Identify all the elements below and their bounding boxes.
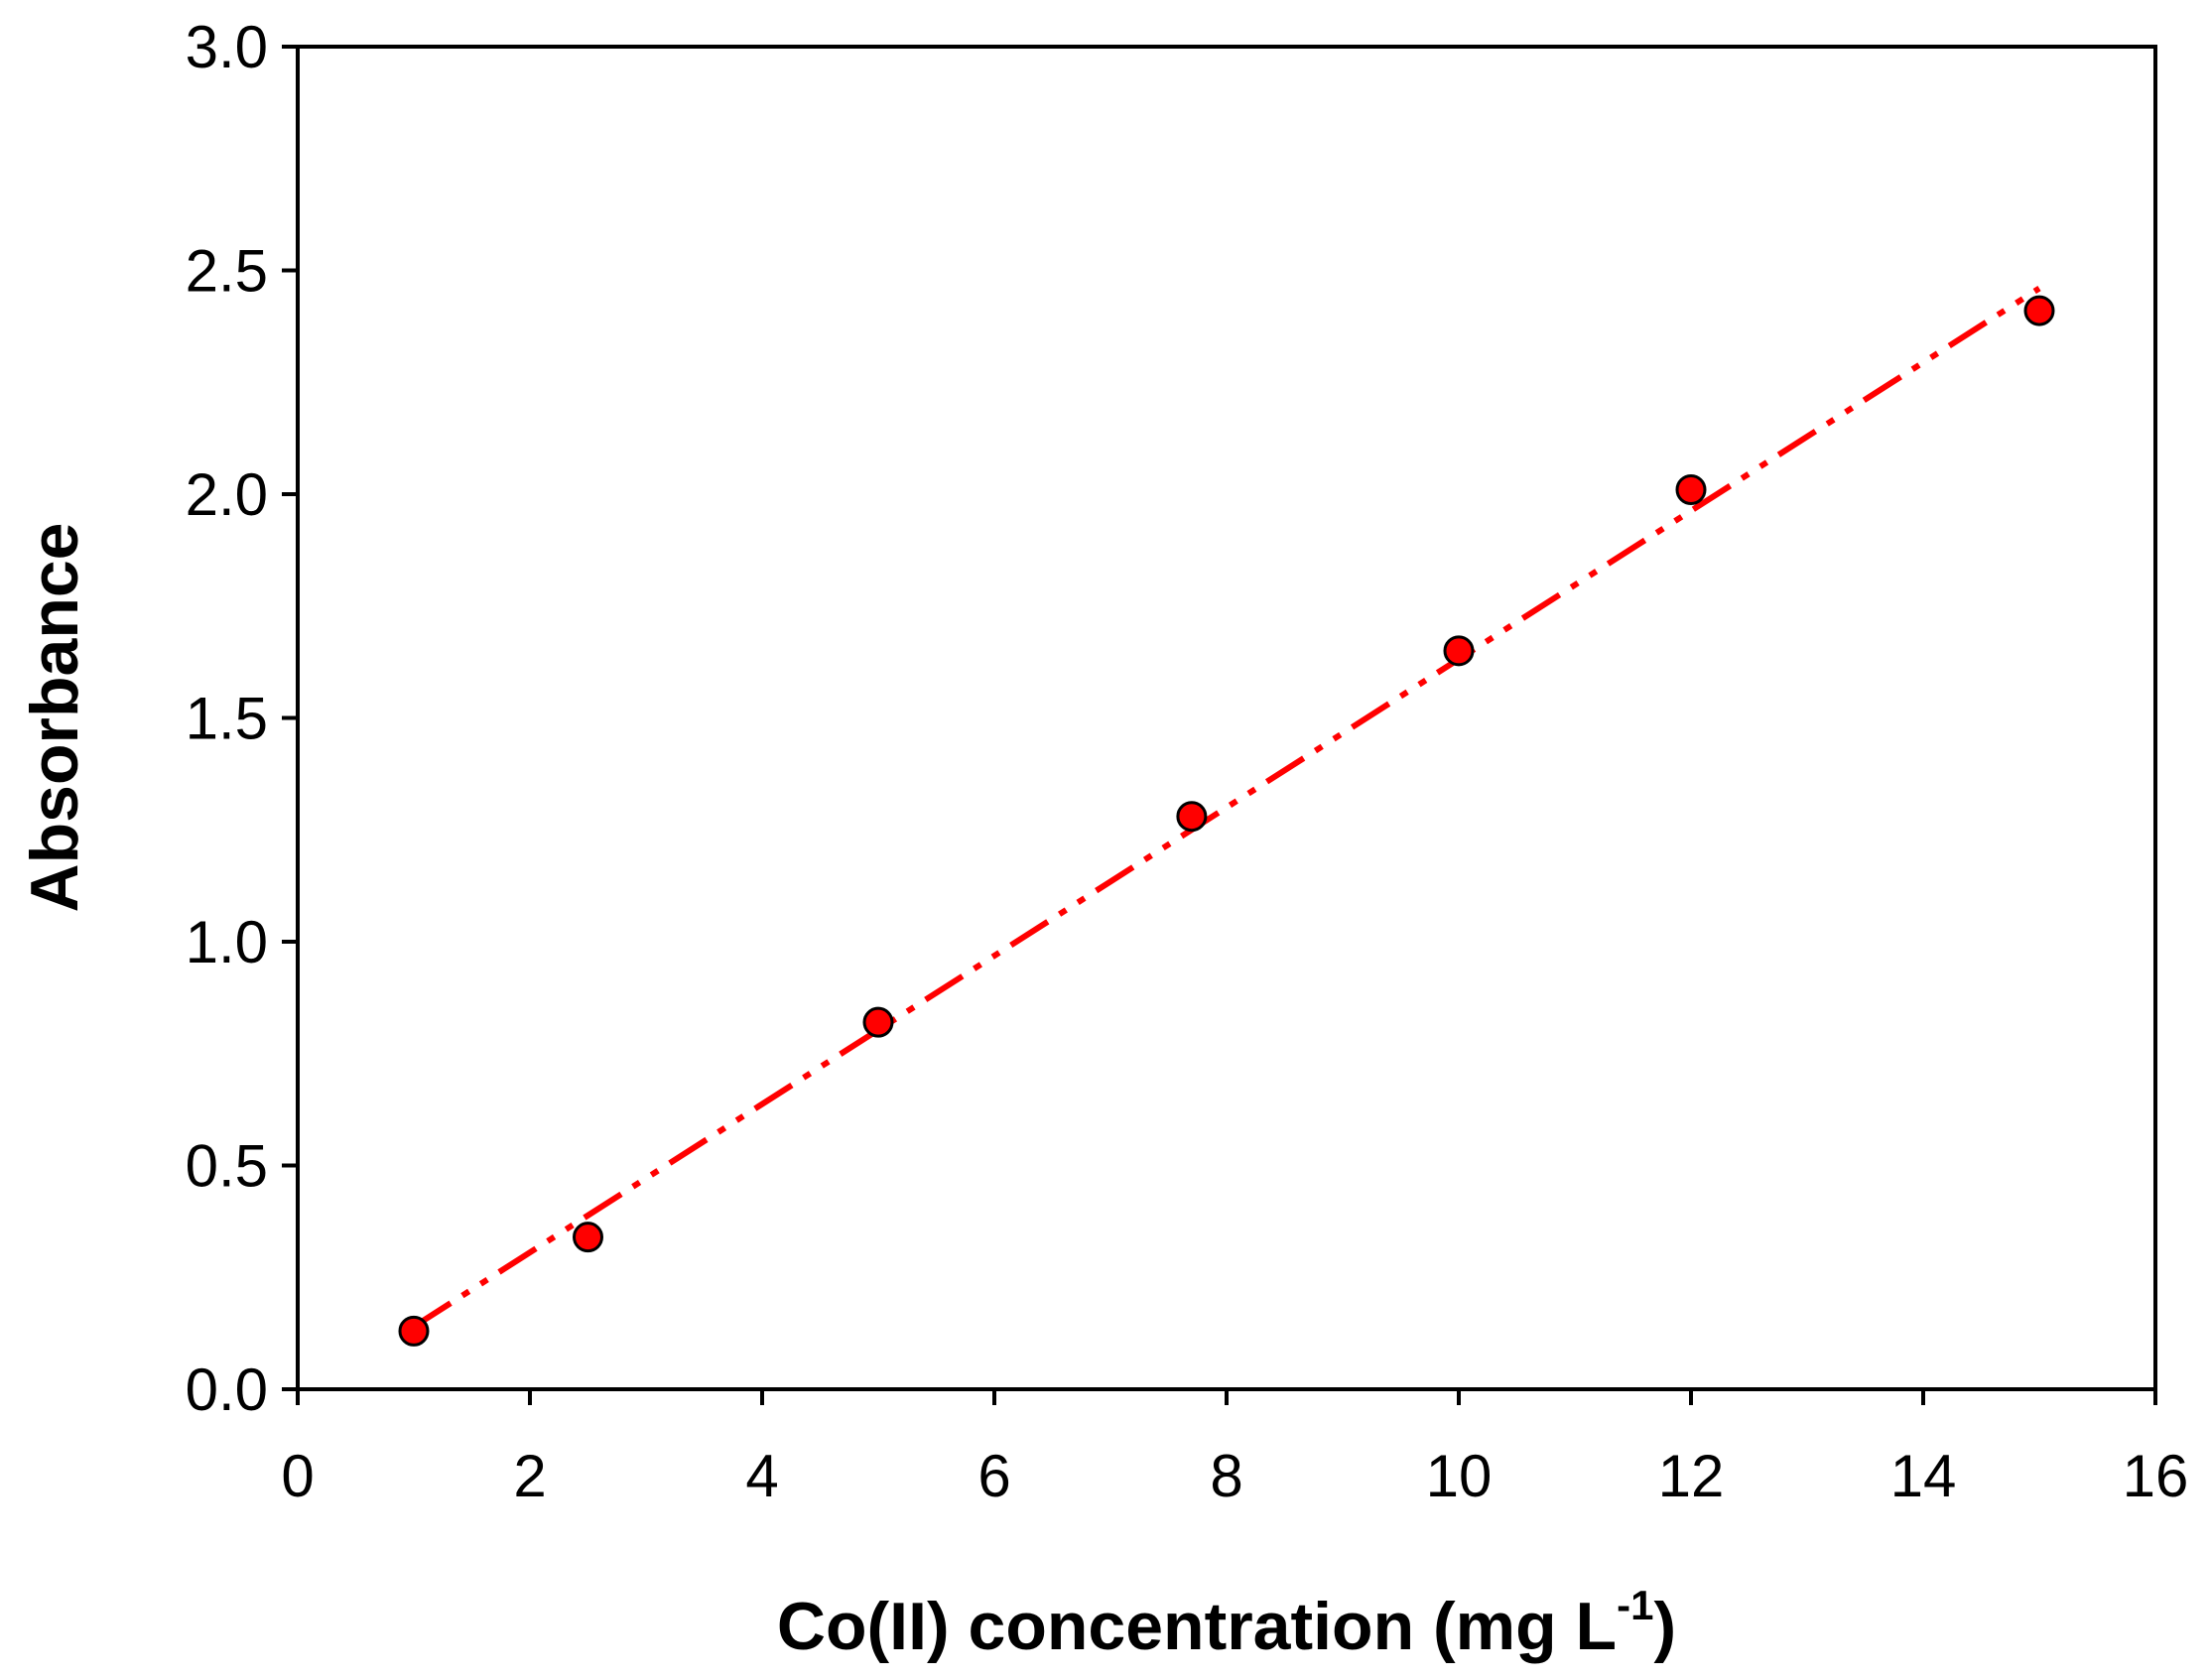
x-tick-label: 6 <box>977 1443 1010 1509</box>
x-tick-label: 14 <box>1890 1443 1957 1509</box>
data-point <box>2023 295 2055 326</box>
data-point <box>398 1315 430 1347</box>
x-axis-ticks: 0 2 4 6 8 10 12 14 16 <box>281 1389 2188 1509</box>
y-axis-ticks: 0.0 0.5 1.0 1.5 2.0 2.5 3.0 <box>186 14 298 1423</box>
data-points <box>398 295 2055 1347</box>
plot-frame <box>296 45 2157 1391</box>
x-axis-title: Co(II) concentration (mg L-1) <box>777 1582 1676 1664</box>
y-tick-label: 2.0 <box>186 461 268 528</box>
fit-line-group <box>412 286 2041 1330</box>
data-point <box>1443 635 1475 667</box>
y-tick-label: 1.0 <box>186 909 268 975</box>
y-axis-title: Absorbance <box>17 523 92 913</box>
fit-line <box>412 286 2041 1330</box>
x-tick-label: 12 <box>1658 1443 1725 1509</box>
y-tick-label: 3.0 <box>186 14 268 80</box>
data-point <box>1176 801 1208 833</box>
x-tick-label: 0 <box>281 1443 314 1509</box>
y-tick-label: 0.5 <box>186 1133 268 1200</box>
x-tick-label: 10 <box>1426 1443 1493 1509</box>
y-tick-label: 1.5 <box>186 686 268 752</box>
x-tick-label: 4 <box>745 1443 778 1509</box>
y-tick-label: 2.5 <box>186 238 268 305</box>
x-tick-label: 2 <box>513 1443 546 1509</box>
data-point <box>862 1006 894 1038</box>
data-point <box>573 1222 603 1253</box>
x-tick-label: 8 <box>1210 1443 1242 1509</box>
y-tick-label: 0.0 <box>186 1357 268 1423</box>
data-point <box>1675 473 1707 505</box>
x-tick-label: 16 <box>2123 1443 2189 1509</box>
